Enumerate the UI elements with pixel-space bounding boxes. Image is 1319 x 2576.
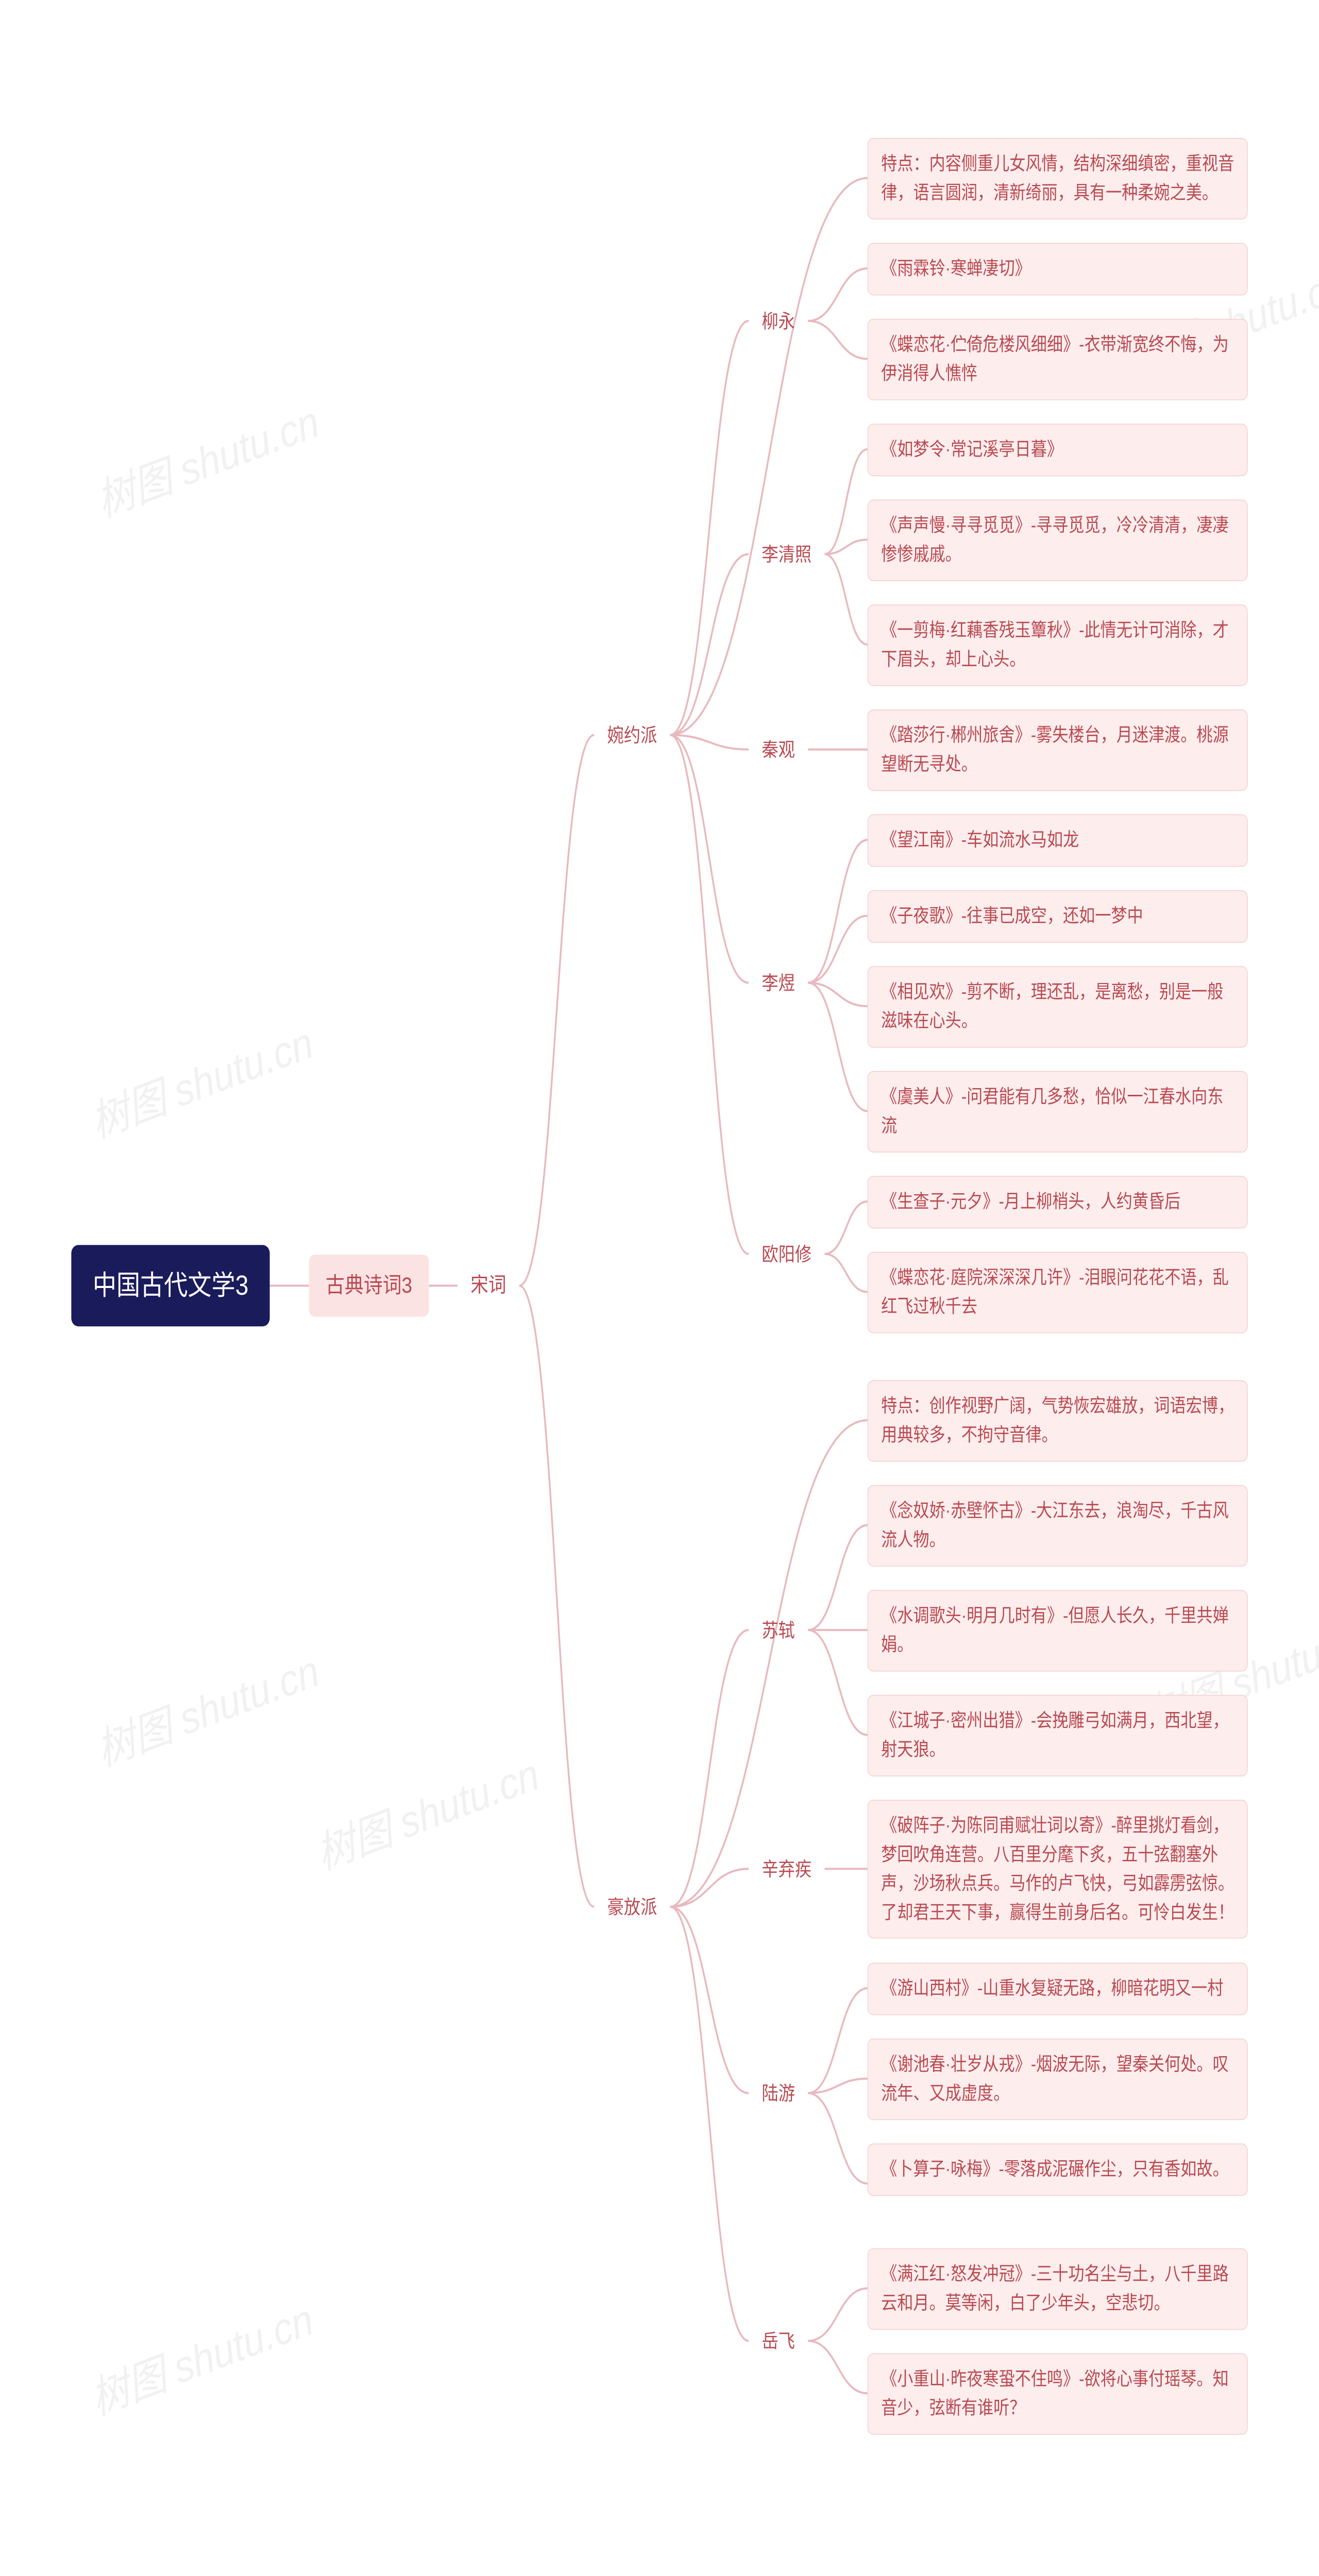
leaf-node: 《江城子·密州出猎》-会挽雕弓如满月，西北望，射天狼。 (868, 1695, 1248, 1776)
leaf-node: 《一剪梅·红藕香残玉簟秋》-此情无计可消除，才下眉头，却上心头。 (868, 604, 1248, 686)
leaf-node: 《游山西村》-山重水复疑无路，柳暗花明又一村 (868, 1963, 1248, 2015)
branch-node: 豪放派 (594, 1883, 670, 1932)
branch-node: 陆游 (749, 2069, 808, 2118)
branch-node: 古典诗词3 (309, 1255, 429, 1316)
leaf-node: 《生查子·元夕》-月上柳梢头，人约黄昏后 (868, 1176, 1248, 1229)
leaf-node: 《虞美人》-问君能有几多愁，恰似一江春水向东流 (868, 1071, 1248, 1153)
leaf-node: 《破阵子·为陈同甫赋壮词以寄》-醉里挑灯看剑，梦回吹角连营。八百里分麾下炙，五十… (868, 1800, 1248, 1939)
leaf-node: 《满江红·怒发冲冠》-三十功名尘与土，八千里路云和月。莫等闲，白了少年头，空悲切… (868, 2248, 1248, 2330)
branch-node: 辛弃疾 (749, 1844, 825, 1894)
branch-node: 欧阳修 (749, 1229, 825, 1279)
branch-node: 秦观 (749, 725, 808, 774)
watermark: 树图 shutu.cn (83, 2284, 319, 2428)
branch-node: 婉约派 (594, 710, 670, 760)
leaf-node: 《水调歌头·明月几时有》-但愿人长久，千里共婵娟。 (868, 1590, 1248, 1671)
leaf-node: 《小重山·昨夜寒蛩不住鸣》-欲将心事付瑶琴。知音少，弦断有谁听？ (868, 2353, 1248, 2435)
leaf-node: 《子夜歌》-往事已成空，还如一梦中 (868, 890, 1248, 943)
branch-node: 宋词 (458, 1260, 519, 1311)
leaf-node: 《蝶恋花·伫倚危楼风细细》-衣带渐宽终不悔，为伊消得人憔悴 (868, 319, 1248, 400)
branch-node: 李清照 (749, 530, 825, 579)
leaf-node: 特点：内容侧重儿女风情，结构深细缜密，重视音律，语言圆润，清新绮丽，具有一种柔婉… (868, 138, 1248, 219)
leaf-node: 《踏莎行·郴州旅舍》-雾失楼台，月迷津渡。桃源望断无寻处。 (868, 709, 1248, 791)
watermark: 树图 shutu.cn (83, 1008, 319, 1151)
leaf-node: 《蝶恋花·庭院深深深几许》-泪眼问花花不语，乱红飞过秋千去 (868, 1252, 1248, 1333)
leaf-node: 《声声慢·寻寻觅觅》-寻寻觅觅，冷冷清清，凄凄惨惨戚戚。 (868, 500, 1248, 581)
leaf-node: 《雨霖铃·寒蝉凄切》 (868, 243, 1248, 296)
branch-node: 岳飞 (749, 2316, 808, 2366)
branch-node: 柳永 (749, 296, 808, 346)
leaf-node: 《念奴娇·赤壁怀古》-大江东去，浪淘尽，千古风流人物。 (868, 1485, 1248, 1567)
watermark: 树图 shutu.cn (309, 1739, 545, 1883)
leaf-node: 《如梦令·常记溪亭日暮》 (868, 423, 1248, 476)
watermark: 树图 shutu.cn (89, 386, 325, 530)
leaf-node: 《相见欢》-剪不断，理还乱，是离愁，别是一般滋味在心头。 (868, 966, 1248, 1047)
root-node: 中国古代文学3 (71, 1245, 269, 1326)
branch-node: 苏轼 (749, 1605, 808, 1655)
leaf-node: 《望江南》-车如流水马如龙 (868, 815, 1248, 867)
leaf-node: 《卜算子·咏梅》-零落成泥碾作尘，只有香如故。 (868, 2144, 1248, 2196)
leaf-node: 《谢池春·壮岁从戎》-烟波无际，望秦关何处。叹流年、又成虚度。 (868, 2039, 1248, 2120)
watermark: 树图 shutu.cn (89, 1636, 325, 1779)
leaf-node: 特点：创作视野广阔，气势恢宏雄放，词语宏博，用典较多，不拘守音律。 (868, 1380, 1248, 1462)
branch-node: 李煜 (749, 958, 808, 1008)
